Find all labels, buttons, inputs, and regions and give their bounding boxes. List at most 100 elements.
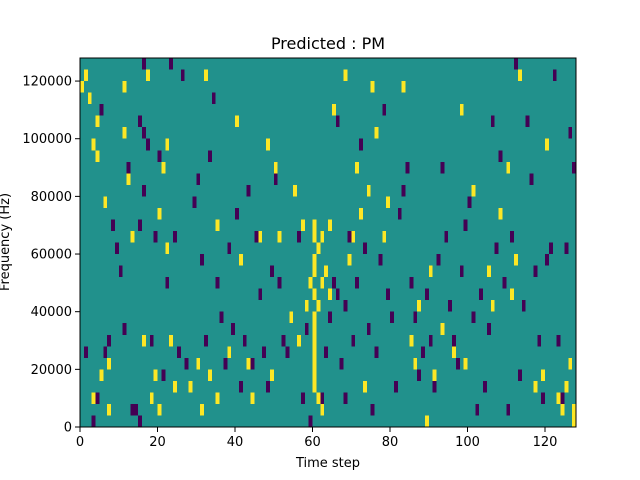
y-axis: 0 20000 40000 60000 80000 100000 120000: [22, 75, 80, 436]
heatmap-cell-high: [362, 380, 367, 393]
heatmap-cell-high: [95, 115, 100, 128]
heatmap-cell-low: [393, 380, 398, 393]
heatmap-cell-high: [312, 357, 317, 370]
heatmap-cell-low: [552, 69, 557, 82]
heatmap-cell-high: [312, 346, 317, 358]
heatmap-cell-high: [153, 369, 158, 381]
heatmap-cell-high: [122, 81, 127, 93]
x-tick-label: 0: [76, 435, 84, 450]
heatmap-cell-low: [452, 334, 456, 347]
heatmap-cell-high: [312, 288, 317, 301]
heatmap-cell-high: [417, 300, 421, 312]
heatmap-cell-high: [273, 161, 278, 174]
heatmap-cell-low: [486, 323, 491, 335]
heatmap-cell-low: [331, 277, 336, 289]
y-tick-label: 20000: [31, 363, 72, 378]
heatmap-cell-high: [560, 403, 565, 416]
heatmap-cell-high: [366, 184, 371, 197]
heatmap-cell-low: [359, 138, 363, 151]
heatmap-cell-high: [351, 230, 356, 243]
heatmap-cell-low: [192, 196, 197, 208]
x-tick-label: 40: [227, 435, 244, 450]
heatmap-cell-high: [142, 334, 146, 347]
heatmap-cell-high: [432, 369, 437, 381]
heatmap-cell-low: [343, 300, 348, 312]
heatmap-cell-high: [95, 150, 100, 162]
heatmap-cell-low: [362, 242, 367, 255]
heatmap-cell-high: [545, 138, 549, 151]
heatmap-cell-low: [328, 311, 332, 324]
heatmap-cell-low: [169, 58, 173, 70]
heatmap-cell-high: [312, 230, 317, 243]
heatmap-cell-low: [196, 173, 201, 185]
heatmap-cell-high: [459, 104, 464, 116]
heatmap-cell-high: [359, 207, 363, 220]
heatmap-cell-low: [266, 380, 270, 393]
heatmap-cell-high: [91, 392, 96, 404]
heatmap-cell-high: [103, 196, 108, 208]
heatmap-cell-high: [266, 138, 270, 151]
heatmap-cell-high: [157, 207, 162, 220]
heatmap-cell-high: [165, 242, 170, 255]
heatmap-cell-low: [173, 230, 177, 243]
heatmap-cell-high: [498, 207, 503, 220]
heatmap-cell-high: [374, 127, 379, 139]
heatmap-cell-low: [134, 403, 139, 416]
heatmap-cell-high: [83, 69, 88, 82]
heatmap-cell-low: [180, 69, 185, 82]
heatmap-cell-low: [409, 277, 414, 289]
heatmap-cell-high: [227, 346, 232, 358]
heatmap-cell-high: [80, 81, 84, 93]
heatmap-cell-low: [335, 288, 340, 301]
heatmap-cell-low: [324, 346, 328, 358]
heatmap-cell-high: [328, 219, 332, 231]
heatmap-cell-high: [99, 369, 104, 381]
heatmap-cell-low: [471, 311, 476, 324]
heatmap-cell-low: [351, 334, 356, 347]
heatmap-cell-low: [138, 115, 142, 128]
heatmap-cell-low: [149, 334, 154, 347]
heatmap-cell-low: [521, 300, 526, 312]
heatmap-cell-low: [440, 161, 445, 174]
heatmap-cell-high: [440, 323, 445, 335]
heatmap-cell-high: [173, 380, 177, 393]
heatmap-cell-low: [304, 323, 309, 335]
heatmap-cell-high: [471, 184, 476, 197]
heatmap-cell-high: [316, 242, 321, 255]
heatmap-cell-high: [157, 403, 162, 416]
heatmap-cell-high: [506, 161, 511, 174]
heatmap-cell-low: [483, 380, 487, 393]
heatmap-cell-low: [397, 207, 402, 220]
heatmap-cell-high: [312, 369, 317, 381]
heatmap-cell-low: [215, 277, 220, 289]
heatmap-cell-low: [176, 346, 181, 358]
x-tick-label: 100: [455, 435, 480, 450]
heatmap-cell-high: [122, 127, 127, 139]
heatmap-cell-high: [297, 334, 301, 347]
heatmap-cell-low: [300, 392, 305, 404]
heatmap-cell-low: [184, 357, 189, 370]
heatmap-cell-low: [355, 277, 359, 289]
heatmap-cells: [80, 58, 576, 427]
heatmap-cell-high: [312, 254, 317, 266]
heatmap-cell-high: [517, 69, 522, 82]
heatmap-cell-high: [316, 392, 321, 404]
plot-area: [79, 57, 577, 428]
heatmap-cell-high: [347, 254, 352, 266]
heatmap-cell-low: [142, 184, 146, 197]
heatmap-cell-low: [475, 403, 480, 416]
heatmap-cell-low: [238, 380, 243, 393]
x-tick-label: 120: [533, 435, 558, 450]
y-tick-label: 120000: [22, 75, 72, 90]
heatmap-cell-high: [215, 219, 220, 231]
heatmap-cell-high: [161, 161, 166, 174]
heatmap-cell-low: [269, 265, 274, 278]
heatmap-cell-low: [200, 254, 204, 266]
heatmap-cell-high: [300, 219, 305, 231]
y-tick-label: 40000: [31, 305, 72, 320]
y-tick-label: 100000: [22, 132, 72, 147]
heatmap-cell-high: [320, 277, 325, 289]
heatmap-cell-high: [188, 380, 193, 393]
heatmap-cell-low: [223, 357, 228, 370]
